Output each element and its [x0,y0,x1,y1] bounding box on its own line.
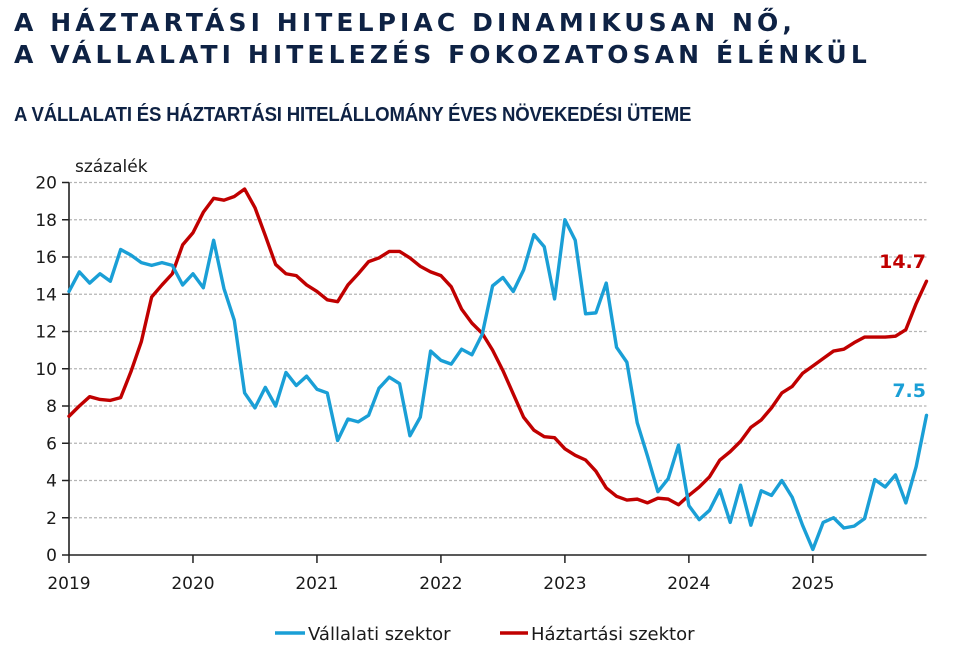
chart-title: A VÁLLALATI ÉS HÁZTARTÁSI HITELÁLLOMÁNY … [14,104,692,126]
end-label-haztartasi: 14.7 [879,251,926,273]
end-label-vallalati: 7.5 [892,380,926,402]
y-tick-label: 16 [35,248,57,268]
gridlines [69,181,927,519]
x-tick-label: 2019 [47,574,90,594]
legend-label-vallalati: Vállalati szektor [308,624,451,645]
y-tick-label: 4 [46,472,57,492]
x-tick-label: 2024 [667,574,710,594]
y-axis: 0 2 4 6 8 10 12 14 16 18 20 [35,174,70,566]
x-tick-label: 2025 [791,574,834,594]
y-tick-label: 12 [35,323,57,343]
series-line-vallalati [67,218,929,552]
y-axis-unit-label: százalék [75,157,148,177]
x-tick-label: 2023 [543,574,586,594]
page-title-line-1: A HÁZTARTÁSI HITELPIAC DINAMIKUSAN NŐ, [14,8,797,37]
x-tick-label: 2021 [295,574,338,594]
legend-label-haztartasi: Háztartási szektor [531,624,695,645]
y-tick-label: 20 [35,174,57,194]
x-tick-label: 2022 [419,574,462,594]
series-line-haztartasi [67,187,929,507]
legend: Vállalati szektor Háztartási szektor [275,624,695,645]
x-tick-label: 2020 [171,574,214,594]
end-labels: 14.7 7.5 [879,251,926,402]
series-lines [67,187,929,552]
y-tick-label: 10 [35,360,57,380]
y-tick-label: 0 [46,546,57,566]
y-tick-label: 18 [35,211,57,231]
y-tick-label: 14 [35,285,57,305]
y-tick-label: 6 [46,434,57,454]
page-title-line-2: A VÁLLALATI HITELEZÉS FOKOZATOSAN ÉLÉNKÜ… [14,40,871,69]
y-tick-label: 8 [46,397,57,417]
y-tick-label: 2 [46,509,57,529]
x-axis: 2019 2020 2021 2022 2023 2024 2025 [47,554,927,594]
